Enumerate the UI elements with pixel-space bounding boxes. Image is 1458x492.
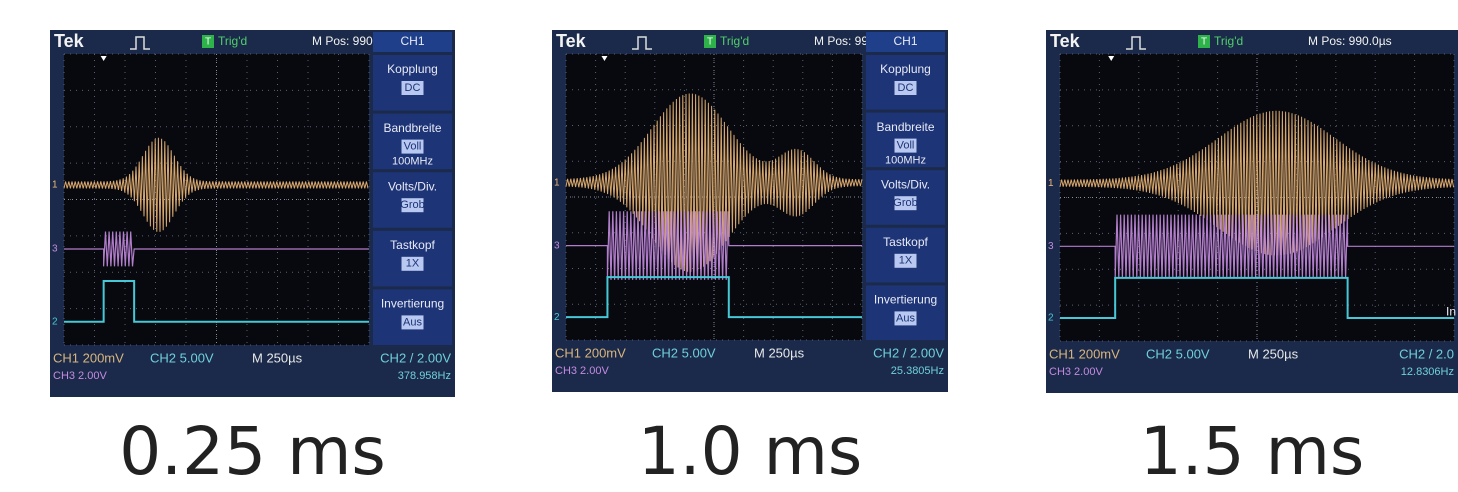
- caption: 0.25 ms: [50, 412, 455, 492]
- menu-item-label: Invertierung: [381, 297, 444, 311]
- timebase: M 250µs: [1248, 346, 1299, 361]
- menu-item-value: 100MHz: [885, 155, 926, 167]
- menu-item-label: Bandbreite: [876, 120, 934, 134]
- channel-marker: 3: [52, 244, 58, 255]
- menu-item-value: 1X: [899, 255, 913, 267]
- menu-item-label: Kopplung: [880, 62, 931, 76]
- channel-marker: 3: [554, 240, 560, 251]
- trigger-status: Trig'd: [720, 34, 749, 48]
- channel-marker: 2: [52, 316, 58, 327]
- menu-item-label: Volts/Div.: [388, 179, 437, 193]
- trigger-level: CH2 / 2.0: [1399, 346, 1454, 361]
- menu-item-label: Bandbreite: [383, 121, 441, 135]
- menu-item-value: DC: [405, 82, 421, 94]
- menu-item-value: 1X: [406, 258, 420, 270]
- ch2-scale: CH2 5.00V: [1146, 346, 1210, 361]
- brand: Tek: [556, 31, 587, 51]
- trigger-level: CH2 / 2.00V: [380, 350, 451, 365]
- menu-item-value: DC: [898, 82, 914, 94]
- menu-item-value: Grob: [893, 197, 917, 209]
- horizontal-position: M Pos: 990.0µs: [1308, 34, 1392, 48]
- menu-item-value: Aus: [403, 316, 422, 328]
- trigger-icon: T: [707, 37, 713, 48]
- menu-header: CH1: [400, 34, 424, 48]
- ch3-scale: CH3 2.00V: [53, 370, 107, 382]
- channel-marker: 1: [554, 177, 560, 188]
- timebase: M 250µs: [252, 350, 303, 365]
- frequency: 25.3805Hz: [891, 365, 944, 377]
- oscilloscope-screen: Tek T Trig'd M Pos: 990.0µs 1 3 2 In CH1 200mV CH…: [1046, 30, 1458, 393]
- page: Oscilloscope screens {"panels": [ {"top"…: [0, 0, 1458, 486]
- menu-item-label: Volts/Div.: [881, 177, 930, 191]
- caption: 1.0 ms: [552, 412, 948, 492]
- menu-item-value: Grob: [400, 199, 424, 211]
- timebase: M 250µs: [754, 345, 805, 360]
- channel-marker: 2: [554, 312, 560, 323]
- ch2-scale: CH2 5.00V: [652, 345, 716, 360]
- ch1-scale: CH1 200mV: [555, 345, 626, 360]
- caption: 1.5 ms: [1046, 412, 1458, 492]
- channel-marker: 3: [1048, 241, 1054, 252]
- trigger-status: Trig'd: [218, 34, 247, 48]
- frequency: 378.958Hz: [398, 370, 451, 382]
- brand: Tek: [54, 31, 85, 51]
- ch3-scale: CH3 2.00V: [1049, 366, 1103, 378]
- frequency: 12.8306Hz: [1401, 366, 1454, 378]
- menu-item-label: Tastkopf: [390, 238, 435, 252]
- menu-header: CH1: [893, 34, 917, 48]
- ch3-scale: CH3 2.00V: [555, 365, 609, 377]
- ch1-scale: CH1 200mV: [1049, 346, 1120, 361]
- trigger-status: Trig'd: [1214, 34, 1243, 48]
- brand: Tek: [1050, 31, 1081, 51]
- channel-marker: 2: [1048, 313, 1054, 324]
- menu-item-label: Invertierung: [874, 293, 937, 307]
- channel-marker: 1: [1048, 178, 1054, 189]
- ch2-scale: CH2 5.00V: [150, 350, 214, 365]
- channel-marker: 1: [52, 180, 58, 191]
- ch1-scale: CH1 200mV: [53, 350, 124, 365]
- figure: Tek T Trig'd M Pos: 990.0µs 1 3 2 CH1 Kopplung DC…: [0, 0, 1458, 486]
- menu-item-value: Voll: [404, 141, 422, 153]
- menu-item-label: Tastkopf: [883, 235, 928, 249]
- trigger-icon: T: [205, 37, 211, 48]
- menu-item-value: Voll: [897, 140, 915, 152]
- trigger-level: CH2 / 2.00V: [873, 345, 944, 360]
- menu-item-value: 100MHz: [392, 156, 433, 168]
- menu-item-label: Kopplung: [387, 62, 438, 76]
- trigger-icon: T: [1201, 37, 1207, 48]
- menu-fragment: In: [1446, 304, 1456, 318]
- menu-item-value: Aus: [896, 312, 915, 324]
